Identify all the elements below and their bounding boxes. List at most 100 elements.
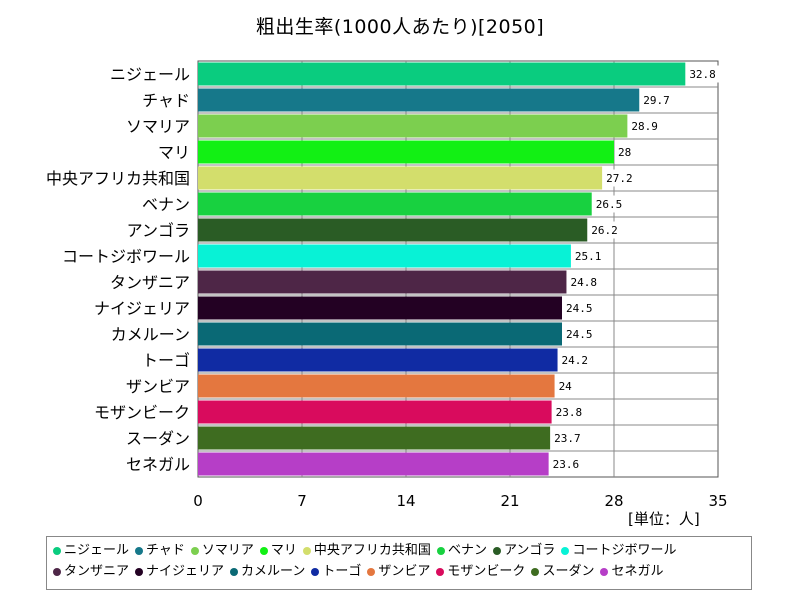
bar [198, 348, 558, 372]
legend-label: コートジボワール [572, 543, 677, 558]
legend-item: コートジボワール [561, 541, 676, 561]
legend-swatch [190, 547, 199, 555]
bar [198, 400, 552, 424]
legend-item: ザンビア [367, 562, 430, 582]
data-label-bg [604, 169, 637, 187]
data-label: 23.7 [554, 432, 581, 445]
bar [198, 114, 628, 138]
chart-title: 粗出生率(1000人あたり)[2050] [255, 16, 545, 38]
legend-swatch [53, 568, 61, 576]
bar [198, 426, 551, 450]
bar [198, 192, 592, 216]
bar [198, 62, 686, 86]
bar [198, 374, 555, 398]
legend-label: ソマリア [201, 543, 254, 558]
legend-label: アンゴラ [503, 543, 556, 558]
category-label: セネガル [126, 455, 190, 474]
legend-item: ベナン [436, 541, 487, 561]
bar [198, 244, 571, 268]
category-label: アンゴラ [127, 221, 190, 240]
bar [198, 166, 603, 190]
category-label: ザンビア [126, 377, 190, 396]
legend-label: チャド [146, 543, 185, 558]
data-label: 32.8 [689, 68, 716, 81]
data-label-bg [589, 221, 622, 239]
legend-item: ナイジェリア [135, 562, 224, 582]
legend-swatch [135, 547, 144, 555]
legend-label: スーダン [542, 564, 595, 579]
data-label: 26.2 [591, 224, 618, 237]
legend-swatch [492, 547, 501, 555]
data-label-bg [559, 351, 592, 369]
legend-item: アンゴラ [492, 541, 556, 561]
bar [198, 322, 562, 346]
legend-label: 中央アフリカ共和国 [313, 543, 431, 558]
unit-label: [単位：人] [628, 510, 700, 528]
legend-item: ソマリア [190, 541, 254, 561]
legend-swatch [367, 568, 376, 576]
legend-swatch [531, 568, 540, 576]
legend-swatch [311, 568, 320, 576]
legend: ニジェール チャド ソマリア マリ 中央アフリカ共和国 ベナン アンゴラ コートジボワールタン… [46, 536, 752, 590]
category-label: ナイジェリア [94, 299, 190, 318]
legend-swatch [600, 568, 609, 576]
legend-swatch [561, 547, 570, 555]
legend-label: マリ [270, 543, 297, 558]
bar [198, 452, 549, 476]
data-label: 23.6 [553, 458, 580, 471]
x-tick-label: 0 [193, 492, 203, 510]
legend-swatch [135, 568, 144, 576]
bar [198, 270, 567, 294]
legend-swatch [302, 547, 311, 555]
category-label: ソマリア [126, 117, 190, 136]
legend-item: カメルーン [230, 562, 305, 582]
legend-item: 中央アフリカ共和国 [302, 541, 431, 561]
legend-item: ニジェール [53, 541, 129, 561]
legend-label: セネガル [611, 564, 664, 579]
data-label: 26.5 [596, 198, 623, 211]
data-label: 24 [559, 380, 573, 393]
data-label: 28.9 [631, 120, 658, 133]
data-label: 23.8 [556, 406, 583, 419]
x-tick-label: 35 [708, 492, 727, 510]
data-label: 24.5 [566, 328, 593, 341]
category-label: タンザニア [110, 273, 190, 292]
data-label-bg [687, 65, 720, 83]
legend-swatch [53, 547, 61, 555]
legend-item: マリ [259, 541, 297, 561]
data-label: 28 [618, 146, 631, 159]
bar [198, 296, 562, 320]
x-tick-label: 7 [297, 492, 307, 510]
legend-label: タンザニア [64, 564, 130, 579]
x-tick-label: 28 [604, 492, 623, 510]
bar [198, 218, 588, 242]
legend-item: セネガル [600, 562, 663, 582]
data-label-bg [552, 429, 585, 447]
legend-item: チャド [135, 541, 185, 561]
category-label: チャド [142, 91, 190, 110]
data-label: 25.1 [575, 250, 602, 263]
category-label: ニジェール [110, 65, 190, 84]
legend-label: モザンビーク [447, 564, 526, 579]
legend-item: トーゴ [311, 562, 361, 582]
legend-item: スーダン [531, 562, 594, 582]
data-label: 24.2 [562, 354, 589, 367]
data-label-bg [556, 377, 575, 395]
data-label-bg [568, 273, 601, 291]
legend-swatch [259, 547, 268, 555]
data-label-bg [572, 247, 605, 265]
legend-swatch [436, 547, 445, 555]
data-label-bg [593, 195, 626, 213]
data-label-bg [553, 403, 586, 421]
data-label: 24.5 [566, 302, 593, 315]
legend-label: カメルーン [241, 564, 306, 579]
data-label: 27.2 [606, 172, 633, 185]
legend-label: ニジェール [64, 543, 130, 558]
legend-swatch [230, 568, 239, 576]
data-label-bg [564, 325, 596, 343]
category-label: トーゴ [142, 351, 190, 370]
data-label: 29.7 [643, 94, 670, 107]
data-label-bg [629, 117, 662, 135]
data-label: 24.8 [570, 276, 597, 289]
